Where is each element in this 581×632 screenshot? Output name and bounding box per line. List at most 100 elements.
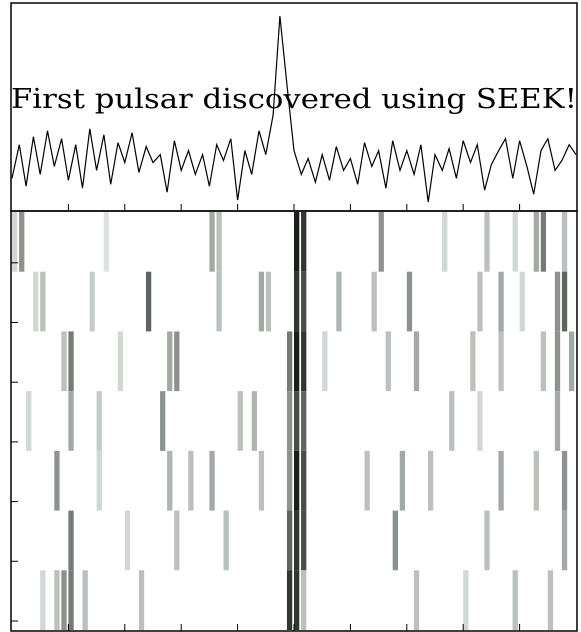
heatmap-cell xyxy=(561,450,568,511)
heatmap-cell xyxy=(427,450,434,511)
heatmap-cell xyxy=(533,450,539,511)
heatmap-cell xyxy=(103,212,109,272)
heatmap-cell xyxy=(547,570,554,630)
heatmap-cell xyxy=(413,331,420,392)
heatmap-cell xyxy=(533,212,539,272)
heatmap-cell xyxy=(19,212,25,272)
heatmap-cell xyxy=(286,331,293,392)
heatmap-cell xyxy=(378,212,384,272)
heatmap-cell xyxy=(301,570,307,630)
heatmap-cell xyxy=(68,570,74,630)
heatmap-cell xyxy=(554,271,561,332)
heatmap-cell xyxy=(301,271,307,332)
heatmap-cell xyxy=(294,212,300,272)
heatmap-cell xyxy=(89,271,95,332)
heatmap-cell xyxy=(406,271,413,332)
heatmap-cell xyxy=(174,331,180,392)
heatmap-cell xyxy=(336,271,342,332)
heatmap-cell xyxy=(124,510,131,571)
heatmap-cell xyxy=(442,212,448,272)
heatmap-cell xyxy=(258,450,265,511)
heatmap-cell xyxy=(237,391,243,451)
heatmap-cell xyxy=(568,331,575,392)
heatmap-cell xyxy=(561,510,568,571)
heatmap-cell xyxy=(484,510,490,571)
heatmap-cell xyxy=(413,570,420,630)
heatmap-cell xyxy=(301,450,307,511)
heatmap-cell xyxy=(498,271,504,332)
heatmap-cell xyxy=(209,212,215,272)
heatmap-cell xyxy=(160,391,166,451)
heatmap-cell xyxy=(301,510,307,571)
pulse-profile-line xyxy=(11,15,577,203)
heatmap-cell xyxy=(477,271,483,332)
heatmap-cell xyxy=(540,212,547,272)
heatmap-cell xyxy=(82,570,88,630)
heatmap-cell xyxy=(392,510,398,571)
chart-title: First pulsar discovered using SEEK! xyxy=(11,84,577,115)
heatmap-cell xyxy=(498,331,504,392)
heatmap-cell xyxy=(512,212,518,272)
heatmap-cell xyxy=(484,212,490,272)
heatmap-cell xyxy=(294,510,300,571)
heatmap-cell xyxy=(209,450,215,511)
heatmap-cell xyxy=(117,331,124,392)
heatmap-cell xyxy=(554,331,561,392)
heatmap-cell xyxy=(258,271,265,332)
heatmap-cell xyxy=(519,271,525,332)
heatmap-cell xyxy=(322,331,328,392)
heatmap-cell xyxy=(301,391,307,451)
heatmap-cell xyxy=(286,570,293,630)
heatmap-cell xyxy=(54,450,60,511)
heatmap-cell xyxy=(463,570,469,630)
heatmap-cell xyxy=(561,271,568,332)
heatmap-cell xyxy=(294,271,300,332)
heatmap-cell xyxy=(223,510,229,571)
heatmap-cell xyxy=(371,271,377,332)
heatmap-cell xyxy=(294,450,300,511)
heatmap-cell xyxy=(477,391,483,451)
heatmap-cell xyxy=(68,391,74,451)
heatmap-cell xyxy=(68,510,74,571)
heatmap-cell xyxy=(167,450,173,511)
heatmap-cell xyxy=(40,271,46,332)
heatmap-cell xyxy=(470,331,476,392)
heatmap-cell xyxy=(216,212,222,272)
heatmap-cell xyxy=(251,391,257,451)
heatmap-cell xyxy=(96,450,102,511)
heatmap-cell xyxy=(561,212,568,272)
heatmap-cell xyxy=(294,331,300,392)
heatmap-cell xyxy=(167,331,173,392)
heatmap-cell xyxy=(174,510,180,571)
heatmap-cell xyxy=(301,212,307,272)
heatmap-cell xyxy=(385,331,391,392)
heatmap-cell xyxy=(286,391,293,451)
heatmap-cell xyxy=(61,570,67,630)
heatmap-cell xyxy=(294,570,300,630)
heatmap-cell xyxy=(498,450,504,511)
heatmap-cell xyxy=(61,331,67,392)
heatmap-cell xyxy=(364,450,370,511)
heatmap-cell xyxy=(449,391,455,451)
profile-panel: First pulsar discovered using SEEK! xyxy=(10,2,578,212)
heatmap-cell xyxy=(540,331,547,392)
heatmap-cell xyxy=(96,391,102,451)
heatmap-y-ticks xyxy=(11,262,521,631)
heatmap-cell xyxy=(138,570,145,630)
heatmap-cell xyxy=(294,391,300,451)
heatmap-cell xyxy=(265,271,272,332)
heatmap-cell xyxy=(512,570,518,630)
heatmap-cell xyxy=(145,271,152,332)
heatmap-cell xyxy=(33,271,39,332)
profile-x-ticks xyxy=(67,204,521,211)
heatmap-cell xyxy=(188,450,194,511)
heatmap-cell xyxy=(301,331,307,392)
heatmap-cells xyxy=(12,212,575,630)
heatmap-cell xyxy=(399,450,406,511)
heatmap-cell xyxy=(40,570,46,630)
heatmap-cell xyxy=(554,391,561,451)
heatmap-panel xyxy=(10,210,578,632)
heatmap-cell xyxy=(286,510,293,571)
heatmap-cell xyxy=(12,212,18,272)
